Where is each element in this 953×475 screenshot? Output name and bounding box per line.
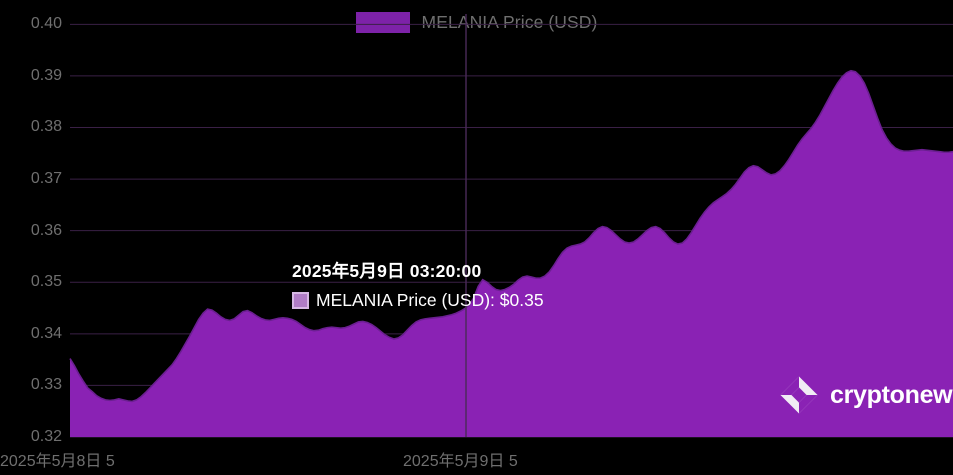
y-axis-tick-5: 0.37	[30, 170, 62, 188]
tooltip-timestamp: 2025年5月9日 03:20:00	[292, 261, 482, 281]
y-axis-tick-8: 0.40	[30, 15, 62, 33]
watermark-text: cryptonews	[830, 380, 953, 409]
y-axis-tick-4: 0.36	[30, 221, 62, 239]
cryptonews-logo-icon	[780, 376, 818, 414]
cryptonews-watermark: cryptonews	[779, 375, 953, 415]
y-axis: 0.32 0.33 0.34 0.35 0.36 0.37 0.38 0.39 0.40	[0, 0, 62, 475]
chart-tooltip: 2025年5月9日 03:20:00 MELANIA Price (USD): …	[292, 258, 544, 311]
y-axis-tick-3: 0.35	[30, 273, 62, 291]
y-axis-tick-0: 0.32	[30, 428, 62, 445]
y-axis-tick-1: 0.33	[30, 376, 62, 394]
y-axis-tick-6: 0.38	[30, 118, 62, 136]
y-axis-tick-7: 0.39	[30, 66, 62, 84]
tooltip-series-row: MELANIA Price (USD): $0.35	[292, 290, 544, 311]
x-axis-tick-1: 2025年5月9日 5	[403, 453, 518, 470]
x-axis-tick-0: 2025年5月8日 5	[0, 453, 115, 470]
y-axis-tick-2: 0.34	[30, 324, 62, 342]
tooltip-swatch-icon	[292, 292, 309, 309]
tooltip-series-value: MELANIA Price (USD): $0.35	[316, 290, 544, 310]
series-line-melania-price	[69, 69, 953, 403]
legend-swatch-melania-price[interactable]	[355, 11, 410, 33]
series-area-fill-melania-price	[70, 70, 953, 438]
